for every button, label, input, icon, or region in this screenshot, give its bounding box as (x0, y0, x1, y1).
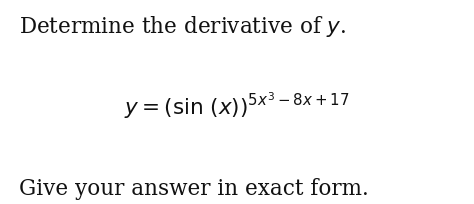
Text: Give your answer in exact form.: Give your answer in exact form. (19, 177, 369, 199)
Text: Determine the derivative of $y$.: Determine the derivative of $y$. (19, 14, 346, 39)
Text: $y = (\sin\,(x))^{5x^3-8x+17}$: $y = (\sin\,(x))^{5x^3-8x+17}$ (124, 90, 350, 120)
